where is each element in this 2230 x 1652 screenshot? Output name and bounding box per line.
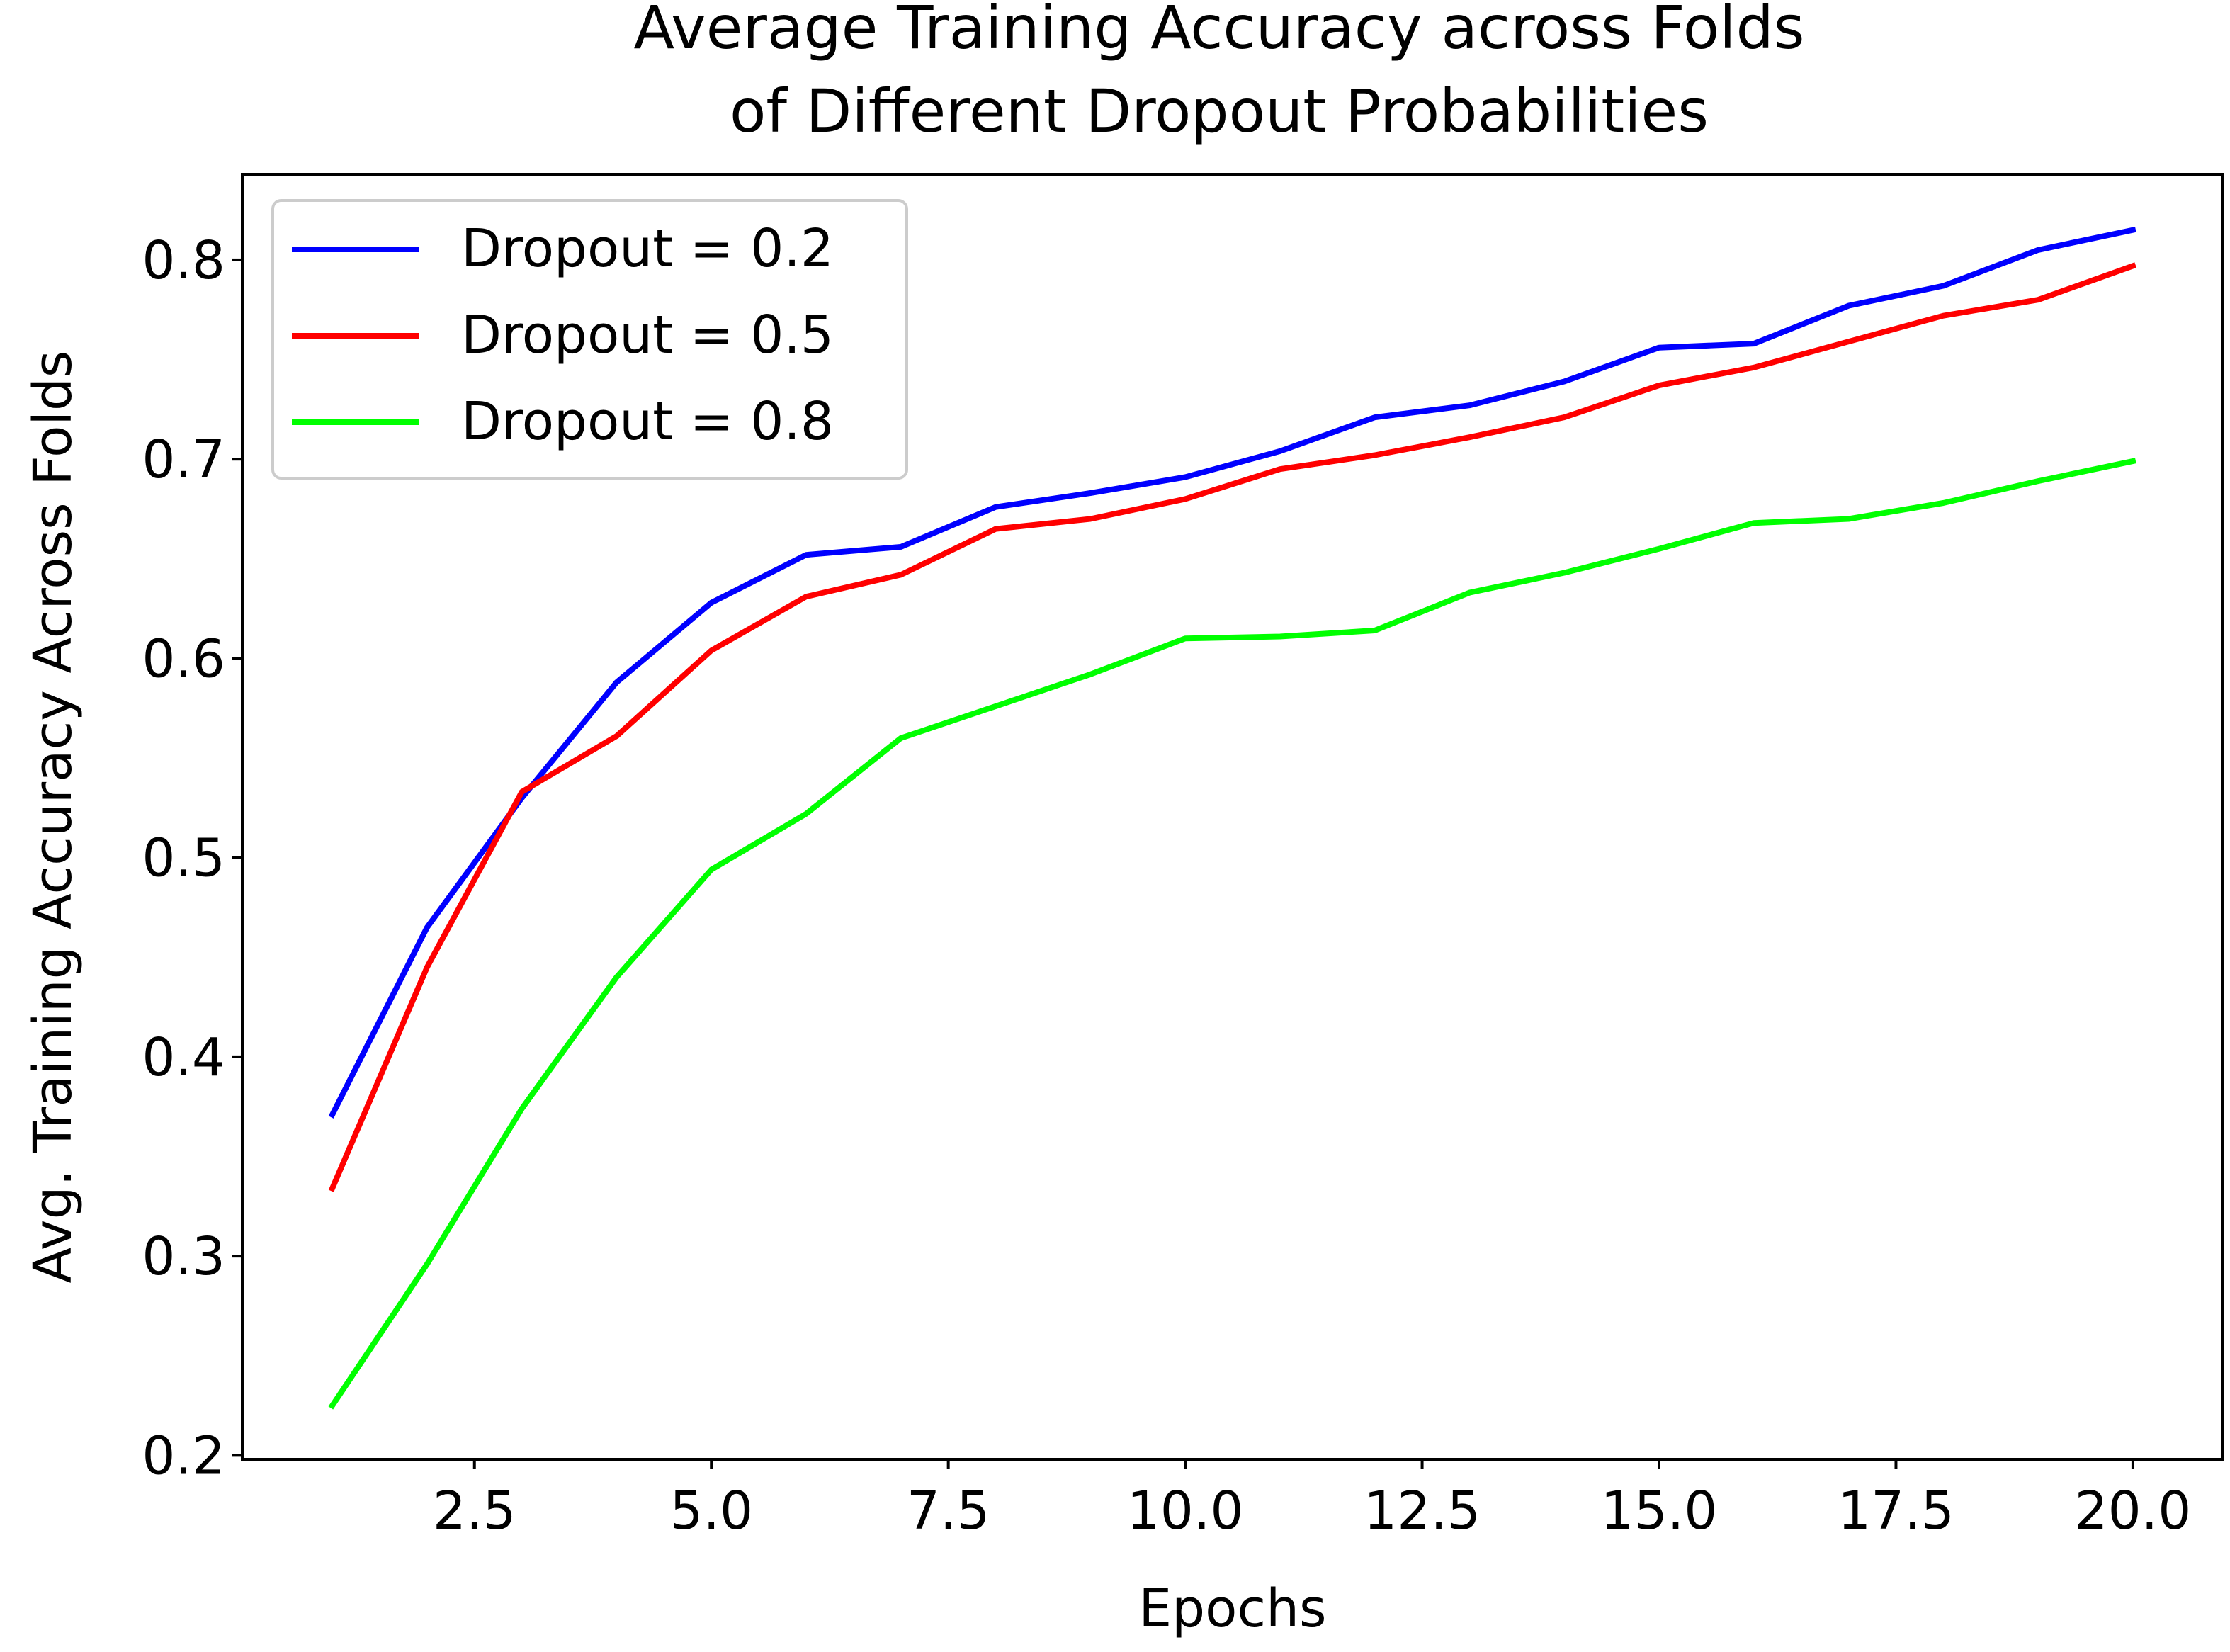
data-point-dropout-0-5	[1943, 315, 1944, 316]
x-tick-label: 7.5	[907, 1481, 990, 1541]
x-tick-label: 2.5	[433, 1481, 516, 1541]
data-point-dropout-0-8	[1564, 572, 1565, 573]
data-point-dropout-0-5	[616, 736, 617, 737]
data-point-dropout-0-8	[1185, 638, 1186, 639]
data-point-dropout-0-8	[1279, 636, 1280, 637]
y-tick-label: 0.8	[142, 230, 225, 291]
series-lines	[328, 226, 2137, 1410]
data-point-dropout-0-8	[1943, 503, 1944, 504]
data-point-dropout-0-2	[1659, 347, 1660, 348]
data-point-dropout-0-8	[332, 1405, 333, 1406]
data-point-dropout-0-5	[1753, 367, 1754, 368]
data-point-dropout-0-5	[1279, 469, 1280, 470]
legend-box	[271, 199, 908, 480]
y-tick-label: 0.2	[142, 1425, 225, 1486]
x-tick-label: 20.0	[2075, 1481, 2192, 1541]
data-point-dropout-0-5	[1374, 455, 1375, 456]
data-point-dropout-0-8	[616, 977, 617, 978]
data-point-dropout-0-8	[1753, 523, 1754, 524]
x-axis-ticks: 2.5 5.0 7.5 10.0 12.5 15.0 17.5 20.0	[433, 1459, 2191, 1541]
legend: Dropout = 0.2 Dropout = 0.5 Dropout = 0.…	[271, 199, 908, 480]
data-point-dropout-0-2	[900, 546, 901, 547]
data-point-dropout-0-2	[1090, 493, 1091, 494]
legend-label-dropout-0-8: Dropout = 0.8	[461, 391, 834, 452]
data-point-dropout-0-5	[1469, 437, 1470, 438]
data-point-dropout-0-8	[2038, 481, 2039, 482]
data-point-dropout-0-2	[616, 682, 617, 683]
data-point-dropout-0-2	[2038, 249, 2039, 250]
data-point-dropout-0-8	[1659, 548, 1660, 549]
series-line-dropout-0-8	[328, 458, 2136, 1410]
x-tick-label: 17.5	[1838, 1481, 1954, 1541]
data-point-dropout-0-2	[426, 927, 427, 928]
y-tick-label: 0.7	[142, 429, 225, 490]
data-point-dropout-0-2	[1469, 405, 1470, 406]
data-point-dropout-0-5	[806, 596, 807, 597]
data-point-dropout-0-8	[1374, 630, 1375, 631]
data-point-dropout-0-5	[332, 1188, 333, 1189]
data-point-dropout-0-2	[1564, 381, 1565, 382]
x-tick-label: 10.0	[1127, 1481, 1244, 1541]
y-axis-label: Avg. Training Accuracy Across Folds	[23, 351, 84, 1284]
data-point-dropout-0-5	[1564, 417, 1565, 418]
data-point-dropout-0-5	[711, 650, 712, 651]
data-point-dropout-0-5	[426, 967, 427, 968]
data-point-dropout-0-5	[521, 791, 522, 792]
data-point-dropout-0-8	[806, 813, 807, 814]
data-point-dropout-0-8	[426, 1264, 427, 1265]
data-point-dropout-0-5	[995, 528, 996, 529]
data-point-dropout-0-5	[1659, 385, 1660, 386]
x-tick-label: 12.5	[1364, 1481, 1481, 1541]
legend-label-dropout-0-5: Dropout = 0.5	[461, 305, 834, 366]
data-point-dropout-0-8	[900, 737, 901, 738]
series-line-dropout-0-5	[328, 262, 2137, 1192]
series-line-dropout-0-2	[328, 226, 2136, 1119]
plot-frame	[241, 173, 2224, 1461]
data-point-dropout-0-5	[1848, 341, 1849, 342]
data-point-dropout-0-8	[1469, 592, 1470, 593]
y-tick-label: 0.4	[142, 1027, 225, 1088]
x-tick-label: 15.0	[1601, 1481, 1718, 1541]
data-point-dropout-0-2	[1848, 305, 1849, 306]
data-point-dropout-0-2	[332, 1114, 333, 1115]
data-point-dropout-0-2	[711, 602, 712, 603]
data-point-dropout-0-8	[711, 869, 712, 870]
y-tick-label: 0.6	[142, 628, 225, 689]
legend-label-dropout-0-2: Dropout = 0.2	[461, 218, 834, 279]
y-axis-ticks: 0.2 0.3 0.4 0.5 0.6 0.7 0.8	[142, 230, 242, 1486]
x-axis-label: Epochs	[1138, 1578, 1326, 1639]
data-point-dropout-0-2	[1943, 285, 1944, 286]
data-point-dropout-0-8	[2132, 461, 2133, 462]
y-tick-label: 0.3	[142, 1226, 225, 1287]
chart-title-line-2: of Different Dropout Probabilities	[730, 77, 1709, 146]
y-tick-label: 0.5	[142, 828, 225, 889]
x-tick-label: 5.0	[669, 1481, 753, 1541]
chart-title-line-1: Average Training Accuracy across Folds	[633, 0, 1804, 62]
data-point-dropout-0-2	[1374, 417, 1375, 418]
